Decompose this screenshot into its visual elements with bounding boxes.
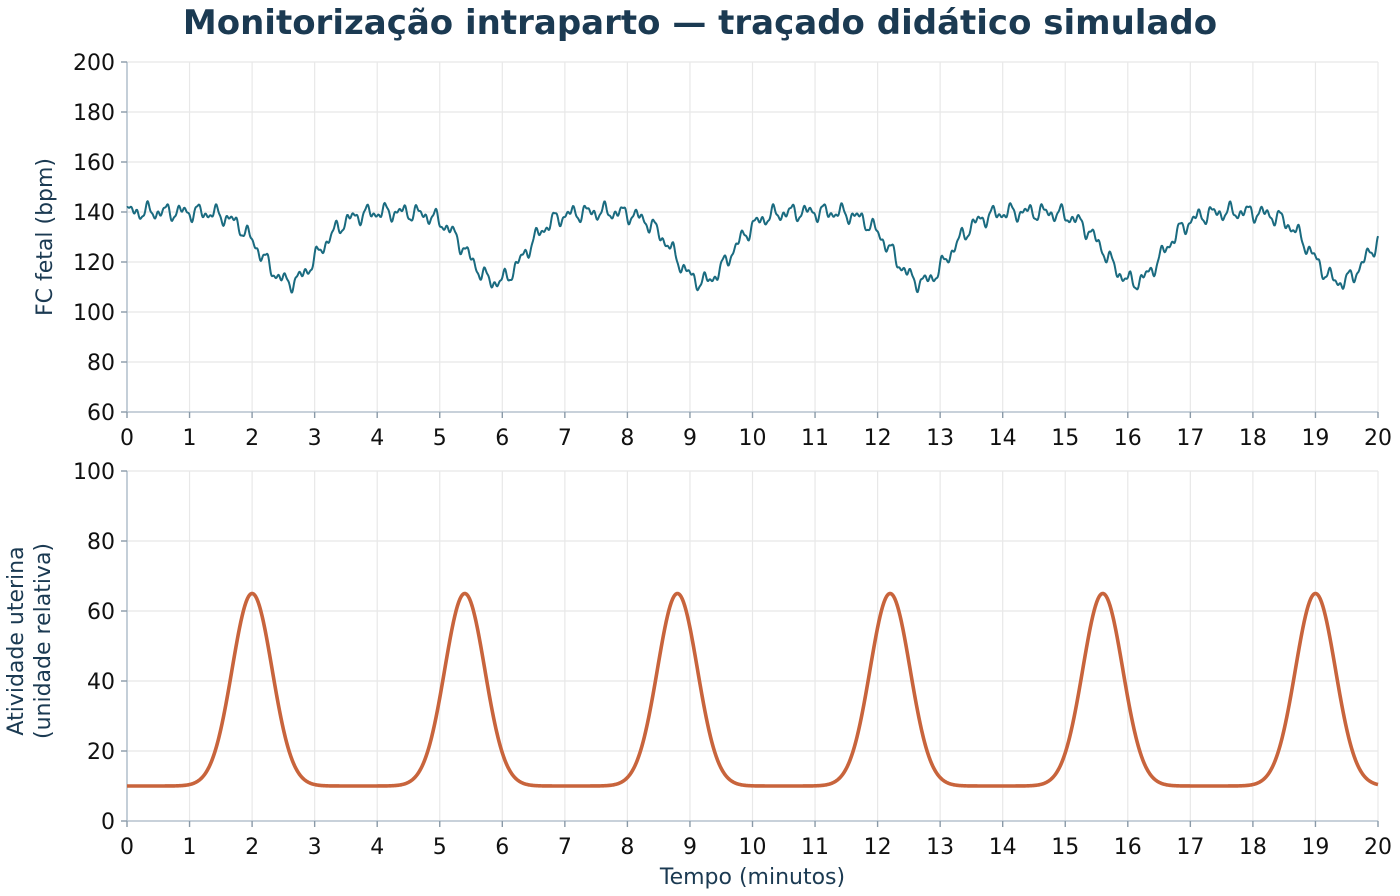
- x-tick-label: 6: [495, 835, 509, 860]
- y-tick-label: 120: [73, 251, 115, 276]
- x-tick-label: 9: [683, 835, 697, 860]
- x-tick-label: 18: [1239, 835, 1267, 860]
- x-tick-label: 10: [739, 835, 767, 860]
- y-tick-label: 140: [73, 201, 115, 226]
- x-tick-label: 1: [183, 835, 197, 860]
- x-tick-label: 4: [370, 426, 384, 451]
- x-tick-label: 15: [1051, 426, 1079, 451]
- x-tick-label: 7: [558, 835, 572, 860]
- chart-title: Monitorização intraparto — traçado didát…: [183, 3, 1217, 43]
- y-tick-label: 60: [87, 600, 115, 625]
- y-tick-label: 20: [87, 740, 115, 765]
- y-tick-label: 200: [73, 51, 115, 76]
- x-tick-label: 11: [801, 426, 829, 451]
- y-tick-label: 0: [101, 810, 115, 835]
- y-tick-label: 100: [73, 301, 115, 326]
- x-tick-label: 20: [1364, 426, 1392, 451]
- y-axis-label-line: Atividade uterina: [4, 546, 29, 735]
- fhr-panel: 0 1 2 3 4 5 6 7 8 9 10 11 12 13 14 15 16 17 18 19 2060801001…: [33, 51, 1392, 451]
- x-tick-label: 1: [183, 426, 197, 451]
- y-tick-label: 80: [87, 351, 115, 376]
- x-tick-label: 19: [1301, 835, 1329, 860]
- x-tick-label: 16: [1114, 426, 1142, 451]
- x-tick-label: 0: [120, 426, 134, 451]
- x-tick-label: 2: [245, 835, 259, 860]
- y-tick-label: 100: [73, 460, 115, 485]
- x-tick-label: 13: [926, 426, 954, 451]
- x-tick-label: 17: [1176, 835, 1204, 860]
- fhr-series-line: [126, 200, 1379, 294]
- x-tick-label: 0: [120, 835, 134, 860]
- x-tick-label: 17: [1176, 426, 1204, 451]
- x-tick-label: 3: [308, 426, 322, 451]
- x-tick-label: 18: [1239, 426, 1267, 451]
- x-tick-label: 15: [1051, 835, 1079, 860]
- y-tick-label: 60: [87, 401, 115, 426]
- x-tick-label: 19: [1301, 426, 1329, 451]
- x-tick-label: 16: [1114, 835, 1142, 860]
- y-tick-label: 160: [73, 151, 115, 176]
- y-axis-label-line: (unidade relativa): [31, 543, 56, 739]
- x-tick-label: 13: [926, 835, 954, 860]
- x-tick-label: 7: [558, 426, 572, 451]
- x-tick-label: 8: [620, 835, 634, 860]
- y-tick-label: 40: [87, 670, 115, 695]
- x-tick-label: 5: [433, 426, 447, 451]
- x-tick-label: 20: [1364, 835, 1392, 860]
- x-tick-label: 4: [370, 835, 384, 860]
- x-tick-label: 12: [864, 426, 892, 451]
- y-axis-label: FC fetal (bpm): [33, 158, 58, 316]
- x-tick-label: 14: [989, 835, 1017, 860]
- x-tick-label: 14: [989, 426, 1017, 451]
- x-tick-label: 10: [739, 426, 767, 451]
- y-tick-label: 180: [73, 101, 115, 126]
- x-tick-label: 5: [433, 835, 447, 860]
- x-tick-label: 2: [245, 426, 259, 451]
- x-tick-label: 11: [801, 835, 829, 860]
- x-axis-label: Tempo (minutos): [659, 865, 845, 890]
- y-tick-label: 80: [87, 530, 115, 555]
- x-tick-label: 12: [864, 835, 892, 860]
- x-tick-label: 3: [308, 835, 322, 860]
- y-axis-label: Atividade uterina(unidade relativa): [4, 543, 56, 739]
- x-tick-label: 8: [620, 426, 634, 451]
- x-tick-label: 9: [683, 426, 697, 451]
- x-tick-label: 6: [495, 426, 509, 451]
- uterine-panel: 0 1 2 3 4 5 6 7 8 9 10 11 12 13 14 15 16 17 18 19 2002040608…: [4, 460, 1392, 890]
- uterine-series-line: [125, 591, 1380, 788]
